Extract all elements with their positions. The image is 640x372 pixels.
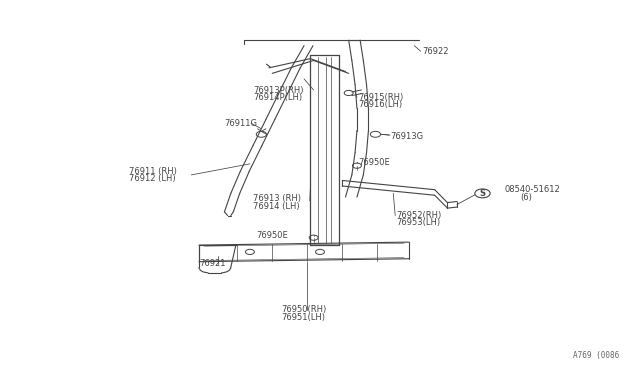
Text: 76951(LH): 76951(LH) [282,312,326,321]
Text: 76950E: 76950E [358,157,390,167]
Text: 76950(RH): 76950(RH) [282,305,327,314]
Text: 76915(RH): 76915(RH) [358,93,403,102]
Text: 76921: 76921 [199,259,225,268]
Text: S: S [479,189,486,198]
Text: 76914 (LH): 76914 (LH) [253,202,300,211]
Text: 76922: 76922 [422,47,449,56]
Text: 76913P(RH): 76913P(RH) [253,86,303,94]
Text: A769 (0086: A769 (0086 [573,351,620,360]
Text: 76914P(LH): 76914P(LH) [253,93,302,102]
Text: 76912 (LH): 76912 (LH) [129,174,175,183]
Text: 76916(LH): 76916(LH) [358,100,403,109]
Text: 76911 (RH): 76911 (RH) [129,167,177,176]
Text: 76950E: 76950E [256,231,288,240]
Text: 76913 (RH): 76913 (RH) [253,195,301,203]
Text: 76953(LH): 76953(LH) [396,218,440,227]
Text: 76913G: 76913G [390,132,423,141]
Text: (6): (6) [521,193,532,202]
Text: 76911G: 76911G [225,119,257,128]
Text: 76952(RH): 76952(RH) [396,211,442,220]
Text: 08540-51612: 08540-51612 [505,185,561,194]
